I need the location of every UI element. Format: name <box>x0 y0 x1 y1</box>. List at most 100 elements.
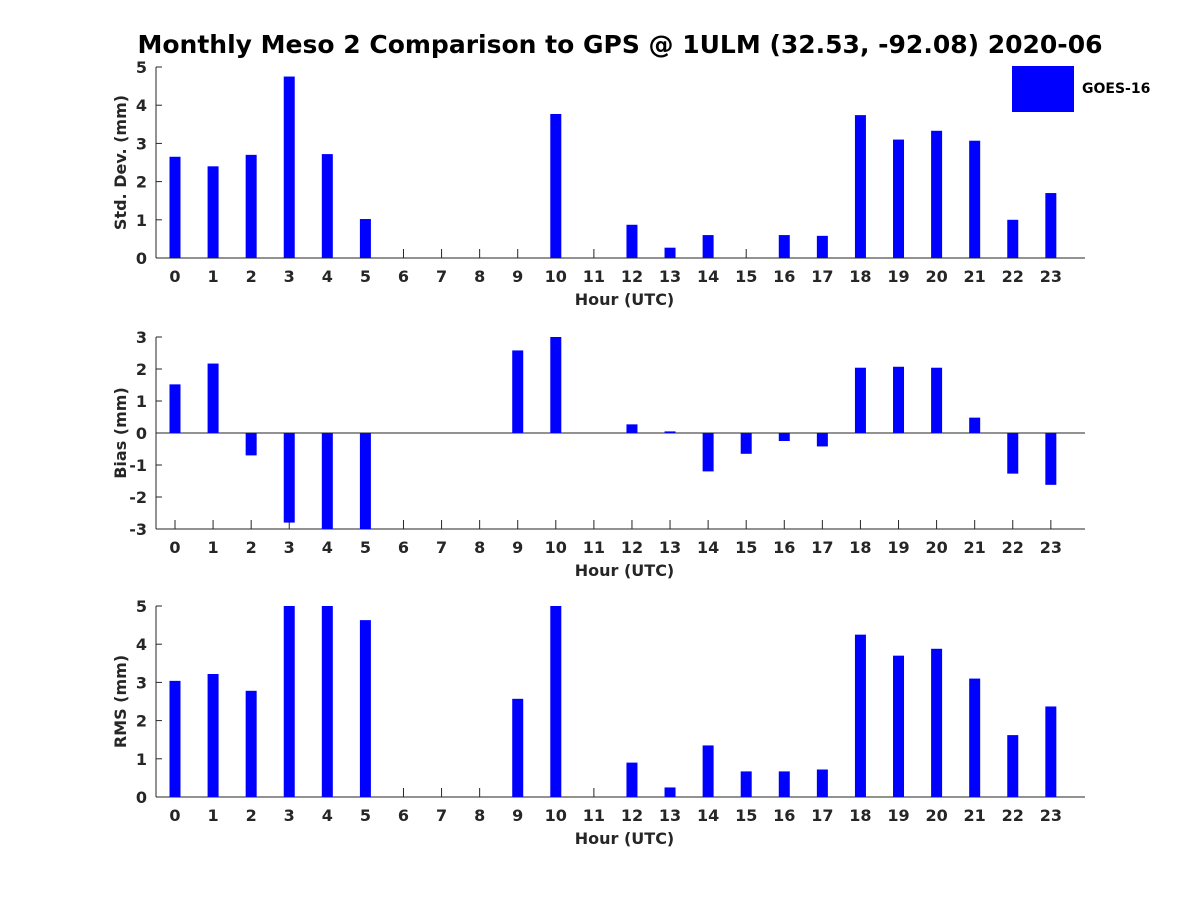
bias-bar <box>245 433 257 456</box>
bias-bar <box>550 337 562 433</box>
std-x-tick-label: 21 <box>964 267 986 286</box>
legend: GOES-16 <box>1012 66 1162 112</box>
std-bar <box>854 115 866 258</box>
std-x-tick-label: 22 <box>1002 267 1024 286</box>
std-x-tick-label: 12 <box>621 267 643 286</box>
bias-x-tick-label: 18 <box>849 538 871 557</box>
std-x-tick-label: 5 <box>360 267 371 286</box>
rms-x-tick-label: 20 <box>925 806 947 825</box>
rms-y-tick-label: 0 <box>136 788 147 807</box>
bias-y-tick-label: 2 <box>136 360 147 379</box>
std-x-tick-label: 10 <box>545 267 567 286</box>
std-bar <box>893 139 905 258</box>
bias-x-tick-label: 23 <box>1040 538 1062 557</box>
rms-bar <box>283 606 295 797</box>
rms-x-tick-label: 17 <box>811 806 833 825</box>
rms-bar <box>778 771 790 797</box>
std-bar <box>969 140 981 258</box>
rms-x-tick-label: 16 <box>773 806 795 825</box>
bias-x-tick-label: 0 <box>169 538 180 557</box>
bias-x-tick-label: 9 <box>512 538 523 557</box>
rms-bar <box>626 762 638 797</box>
bias-bar <box>1045 433 1057 485</box>
bias-x-tick-label: 22 <box>1002 538 1024 557</box>
bias-x-tick-label: 7 <box>436 538 447 557</box>
rms-x-tick-label: 1 <box>208 806 219 825</box>
bias-x-tick-label: 21 <box>964 538 986 557</box>
rms-x-tick-label: 3 <box>284 806 295 825</box>
std-x-tick-label: 1 <box>208 267 219 286</box>
rms-x-tick-label: 11 <box>583 806 605 825</box>
std-x-tick-label: 3 <box>284 267 295 286</box>
bias-y-tick-label: 3 <box>136 328 147 347</box>
bias-x-tick-label: 14 <box>697 538 719 557</box>
rms-y-axis-label: RMS (mm) <box>111 655 130 748</box>
bias-x-axis-label: Hour (UTC) <box>575 561 675 580</box>
bias-bar <box>702 433 714 472</box>
rms-bar <box>740 771 752 797</box>
bias-x-tick-label: 1 <box>208 538 219 557</box>
std-x-tick-label: 19 <box>887 267 909 286</box>
bias-x-tick-label: 5 <box>360 538 371 557</box>
bias-y-tick-label: 1 <box>136 392 147 411</box>
rms-x-tick-label: 0 <box>169 806 180 825</box>
std-x-tick-label: 4 <box>322 267 333 286</box>
std-bar <box>283 76 295 258</box>
bias-bar <box>169 384 181 433</box>
bias-bar <box>893 366 905 433</box>
std-bar <box>1007 219 1019 258</box>
bias-bar <box>969 417 981 433</box>
bias-x-tick-label: 12 <box>621 538 643 557</box>
std-y-tick-label: 5 <box>136 58 147 77</box>
bias-x-tick-label: 19 <box>887 538 909 557</box>
std-bar <box>626 224 638 258</box>
bias-x-tick-label: 13 <box>659 538 681 557</box>
rms-x-tick-label: 15 <box>735 806 757 825</box>
std-x-tick-label: 7 <box>436 267 447 286</box>
bias-x-tick-label: 16 <box>773 538 795 557</box>
bias-bar <box>207 363 219 433</box>
bias-x-tick-label: 4 <box>322 538 333 557</box>
rms-x-tick-label: 22 <box>1002 806 1024 825</box>
bias-bar <box>283 433 295 523</box>
rms-x-tick-label: 14 <box>697 806 719 825</box>
rms-x-tick-label: 5 <box>360 806 371 825</box>
rms-bar <box>1045 706 1057 797</box>
rms-bar <box>321 606 333 797</box>
rms-x-tick-label: 7 <box>436 806 447 825</box>
rms-x-tick-label: 23 <box>1040 806 1062 825</box>
std-x-tick-label: 14 <box>697 267 719 286</box>
bias-x-tick-label: 11 <box>583 538 605 557</box>
std-bar <box>778 235 790 258</box>
rms-bar <box>893 655 905 797</box>
bias-bar <box>626 424 638 433</box>
std-y-tick-label: 4 <box>136 96 147 115</box>
std-bar <box>702 235 714 258</box>
chart-title: Monthly Meso 2 Comparison to GPS @ 1ULM … <box>137 30 1103 59</box>
std-x-axis-label: Hour (UTC) <box>575 290 675 309</box>
rms-bar <box>512 698 524 797</box>
std-x-tick-label: 15 <box>735 267 757 286</box>
std-bar <box>931 130 943 258</box>
rms-y-tick-label: 1 <box>136 750 147 769</box>
rms-x-tick-label: 4 <box>322 806 333 825</box>
rms-bar <box>359 620 371 797</box>
rms-x-tick-label: 2 <box>246 806 257 825</box>
rms-y-tick-label: 4 <box>136 635 147 654</box>
rms-bar <box>664 787 676 797</box>
bias-x-tick-label: 17 <box>811 538 833 557</box>
legend-swatch <box>1012 66 1074 112</box>
bias-bar <box>1007 433 1019 474</box>
std-y-tick-label: 0 <box>136 249 147 268</box>
bias-bar <box>931 367 943 433</box>
rms-bar <box>816 769 828 797</box>
rms-x-axis-label: Hour (UTC) <box>575 829 675 848</box>
bias-x-tick-label: 3 <box>284 538 295 557</box>
bias-y-tick-label: -3 <box>129 520 147 539</box>
rms-x-tick-label: 8 <box>474 806 485 825</box>
std-x-tick-label: 18 <box>849 267 871 286</box>
rms-x-tick-label: 9 <box>512 806 523 825</box>
bias-x-tick-label: 20 <box>925 538 947 557</box>
bias-x-tick-label: 2 <box>246 538 257 557</box>
